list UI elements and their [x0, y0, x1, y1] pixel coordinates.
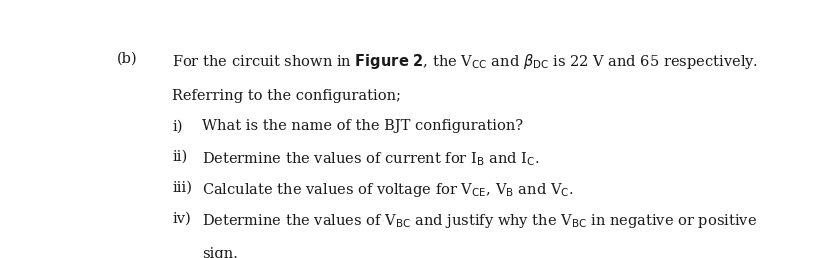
Text: Calculate the values of voltage for V$_{\rm{CE}}$, V$_{\rm{B}}$ and V$_{\rm{C}}$: Calculate the values of voltage for V$_{… — [202, 181, 574, 199]
Text: Referring to the configuration;: Referring to the configuration; — [172, 88, 401, 103]
Text: i): i) — [172, 119, 182, 133]
Text: Determine the values of current for I$_{\rm{B}}$ and I$_{\rm{C}}$.: Determine the values of current for I$_{… — [202, 150, 540, 168]
Text: iv): iv) — [172, 212, 191, 226]
Text: What is the name of the BJT configuration?: What is the name of the BJT configuratio… — [202, 119, 523, 133]
Text: Determine the values of V$_{\rm{BC}}$ and justify why the V$_{\rm{BC}}$ in negat: Determine the values of V$_{\rm{BC}}$ an… — [202, 212, 757, 230]
Text: (b): (b) — [117, 52, 138, 66]
Text: For the circuit shown in $\bf{Figure\ 2}$, the V$_{\rm{CC}}$ and $\beta_{\rm{DC}: For the circuit shown in $\bf{Figure\ 2}… — [172, 52, 758, 71]
Text: sign.: sign. — [202, 246, 238, 258]
Text: iii): iii) — [172, 181, 192, 195]
Text: ii): ii) — [172, 150, 187, 164]
